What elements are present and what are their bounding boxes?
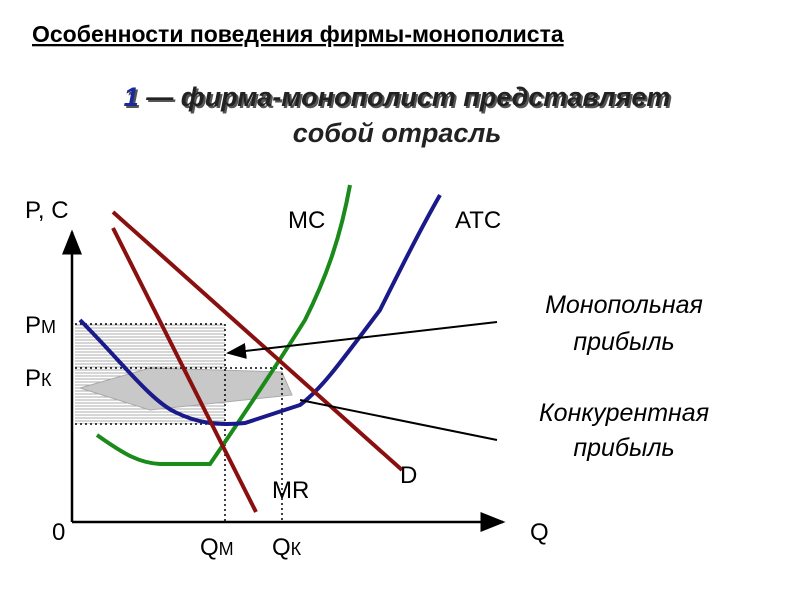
pk-label: PК <box>25 365 52 392</box>
mc-curve <box>95 184 352 466</box>
qk-label: QК <box>272 534 302 561</box>
qm-label: QМ <box>200 534 234 561</box>
label-main: Q <box>272 534 291 561</box>
title: Особенности поведения фирмы-монополиста <box>32 21 564 47</box>
guides <box>75 323 283 522</box>
pm-label: PМ <box>25 312 56 339</box>
mc-label: MC <box>288 207 325 234</box>
label-main: P <box>25 312 41 339</box>
arrow <box>226 321 498 359</box>
x-axis-label: Q <box>530 519 549 546</box>
origin-label: 0 <box>52 519 65 546</box>
label-main: P <box>25 365 41 392</box>
subtitle-number: 1 <box>124 82 139 112</box>
mr-label: MR <box>272 477 309 504</box>
demand-line <box>111 210 404 472</box>
label-sub: М <box>41 317 56 337</box>
subtitle-number: 1 <box>126 84 141 114</box>
axes <box>62 229 506 532</box>
note: прибыль <box>573 328 674 356</box>
subtitle: 1 — фирма-монополист представляет <box>124 82 671 112</box>
label-sub: М <box>219 539 234 559</box>
d-label: D <box>400 462 417 489</box>
subtitle: собой отрасль <box>293 118 502 148</box>
note: Конкурентная <box>539 399 709 427</box>
subtitle-line: — фирма-монополист представляет <box>141 84 673 114</box>
label-main: Q <box>200 534 219 561</box>
mr-line <box>111 227 258 513</box>
note: прибыль <box>573 434 674 462</box>
subtitle-line: — фирма-монополист представляет <box>139 82 671 112</box>
atc-label: ATC <box>455 207 501 234</box>
note: Монопольная <box>545 291 703 319</box>
label-sub: К <box>291 539 302 559</box>
subtitle-shadow: 1 — фирма-монополист представляет <box>126 84 673 114</box>
y-axis-label: P, C <box>25 197 69 224</box>
pointer <box>299 399 498 441</box>
label-sub: К <box>41 370 52 390</box>
atc-curve <box>78 194 442 426</box>
